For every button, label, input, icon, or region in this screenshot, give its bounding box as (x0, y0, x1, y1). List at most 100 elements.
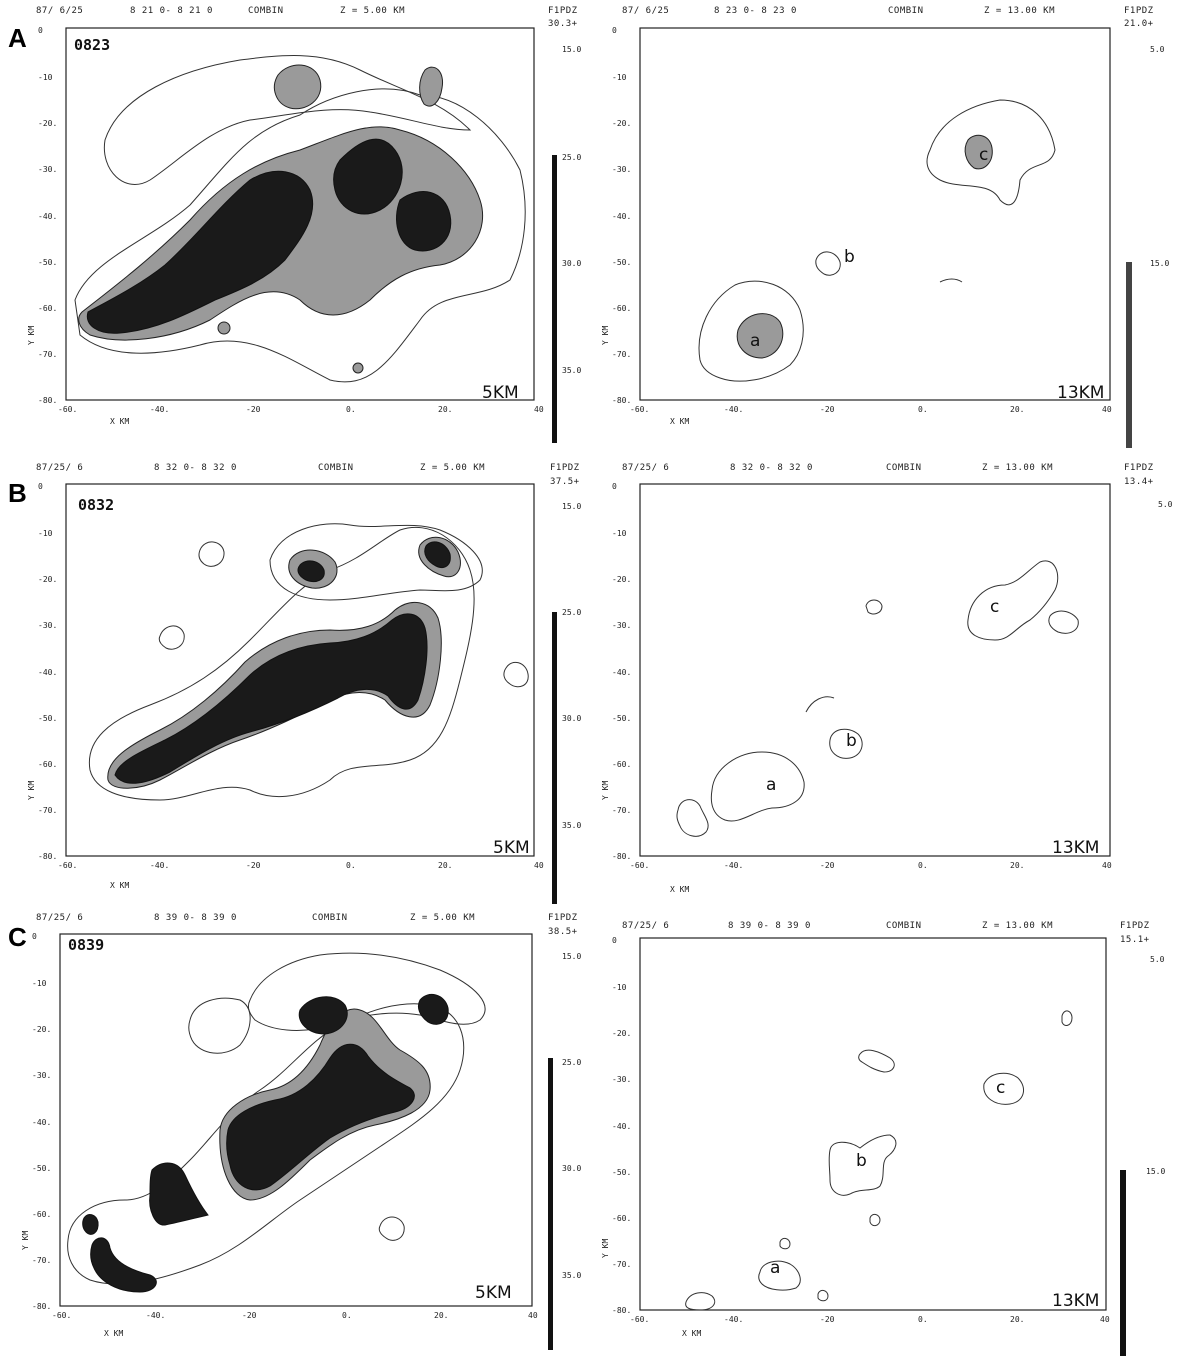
contour-spot (217, 321, 231, 335)
header-mode: COMBIN (886, 463, 922, 473)
y-tick: -70. (612, 806, 631, 815)
header-altitude: Z = 5.00 KM (420, 463, 485, 473)
contour-core-2 (333, 138, 403, 215)
contour-fragment (805, 696, 835, 713)
y-tick: -50. (38, 714, 57, 723)
scale-value: 35.0 (562, 1271, 581, 1280)
height-label: 13KM (1057, 383, 1104, 403)
header-altitude: Z = 13.00 KM (982, 921, 1053, 931)
y-tick: -30. (38, 621, 57, 630)
y-axis-label: Y KM (601, 781, 610, 800)
scale-value: 15.0 (562, 952, 581, 961)
y-tick: -30. (612, 1075, 631, 1084)
y-tick: -80. (612, 1306, 631, 1315)
x-tick: 40 (1102, 405, 1112, 414)
header-field: F1PDZ (1124, 463, 1154, 473)
scale-value: 30.0 (562, 714, 581, 723)
x-tick: -40. (150, 861, 169, 870)
y-tick: -70. (612, 350, 631, 359)
header-field: F1PDZ (1124, 6, 1154, 16)
x-tick: 20. (1010, 1315, 1024, 1324)
y-tick: -10 (612, 529, 627, 538)
x-axis-label: X KM (104, 1329, 123, 1338)
scale-value: 15.0 (1150, 259, 1169, 268)
y-tick: -20. (32, 1025, 51, 1034)
y-tick: -10 (38, 529, 53, 538)
x-tick: 40 (534, 405, 544, 414)
header-field: F1PDZ (548, 913, 578, 923)
header-date: 87/25/ 6 (622, 463, 669, 473)
contour-core-2 (736, 313, 784, 359)
cell-label: c (996, 1078, 1005, 1098)
y-tick: 0 (38, 26, 43, 35)
header-date: 87/ 6/25 (36, 6, 83, 16)
cell-label: a (770, 1258, 780, 1278)
y-tick: -70. (38, 350, 57, 359)
y-tick: -20. (612, 119, 631, 128)
cell-label: a (766, 775, 776, 795)
scale-value: 30.0 (562, 1164, 581, 1173)
scale-value: 5.0 (1158, 500, 1173, 509)
y-tick: -80. (32, 1302, 51, 1311)
header-time: 8 39 0- 8 39 0 (728, 921, 811, 931)
x-tick: -20 (820, 405, 835, 414)
x-tick: -40. (724, 861, 743, 870)
panel-letter-c: C (8, 922, 27, 952)
header-date: 87/ 6/25 (622, 6, 669, 16)
y-tick: -30. (32, 1071, 51, 1080)
scale-value: 15.0 (562, 502, 581, 511)
y-tick: -20. (38, 119, 57, 128)
y-axis-label: Y KM (601, 1239, 610, 1258)
x-tick: 0. (346, 405, 356, 414)
header-altitude: Z = 5.00 KM (410, 913, 475, 923)
contour-core (114, 613, 428, 784)
scale-value: 15.0 (562, 45, 581, 54)
x-tick: 0. (918, 405, 928, 414)
row-a: A 87/ 6/25 8 21 0- 8 21 0 COMBIN Z = 5.0… (8, 6, 1169, 448)
scale-value: 5.0 (1150, 955, 1165, 964)
contour-core (226, 1043, 415, 1191)
x-axis-label: X KM (682, 1329, 701, 1338)
x-tick: 20. (1010, 405, 1024, 414)
header-mode: COMBIN (886, 921, 922, 931)
scale-bar (552, 612, 557, 904)
header-time: 8 21 0- 8 21 0 (130, 6, 213, 16)
y-tick: -40. (612, 668, 631, 677)
contour-cell-3 (503, 661, 529, 688)
scale-value: 35.0 (562, 366, 581, 375)
contour-outer-3 (829, 728, 863, 759)
x-tick: 0. (342, 1311, 352, 1320)
contour-medium-3 (419, 66, 444, 107)
contour-core-6 (82, 1214, 99, 1235)
y-tick: -20. (612, 575, 631, 584)
contour-outer (967, 560, 1059, 641)
max-value: 38.5+ (548, 927, 578, 937)
panel-letter-b: B (8, 478, 27, 508)
plot-frame (65, 483, 535, 857)
cell-label: b (846, 731, 857, 751)
contour-cell (1061, 1010, 1073, 1026)
contour-west (188, 997, 251, 1054)
y-axis-label: Y KM (27, 781, 36, 800)
y-tick: 0 (32, 932, 37, 941)
contour-outer-2 (698, 280, 804, 382)
header-time: 8 32 0- 8 32 0 (730, 463, 813, 473)
scale-value: 15.0 (1146, 1167, 1165, 1176)
cell-label: c (990, 597, 999, 617)
contour-north (269, 523, 483, 601)
contour-cell-2 (869, 1213, 881, 1227)
y-tick: -70. (38, 806, 57, 815)
contour-core-3 (424, 541, 451, 568)
y-tick: -30. (38, 165, 57, 174)
scale-bar (1126, 262, 1132, 448)
header-time: 8 32 0- 8 32 0 (154, 463, 237, 473)
header-altitude: Z = 5.00 KM (340, 6, 405, 16)
x-tick: -20 (242, 1311, 257, 1320)
y-tick: 0 (612, 482, 617, 491)
scale-bar (548, 1058, 553, 1350)
plot-frame (639, 483, 1111, 857)
cell-label: b (856, 1151, 867, 1171)
height-label: 5KM (482, 383, 519, 403)
y-tick: -80. (612, 396, 631, 405)
y-axis-label: Y KM (21, 1231, 30, 1250)
